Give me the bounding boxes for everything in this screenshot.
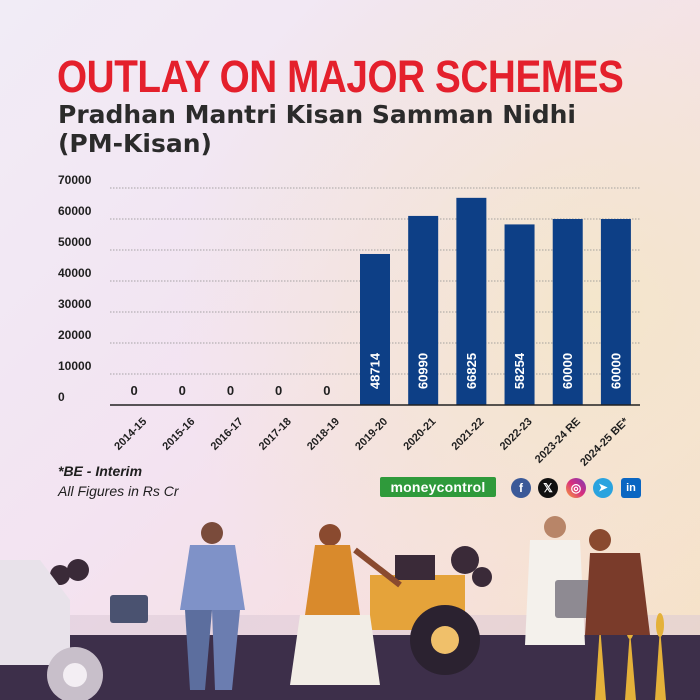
- x-tick-label: 2015-16: [160, 416, 197, 453]
- x-icon[interactable]: 𝕏: [538, 478, 558, 498]
- data-label: 0: [130, 383, 137, 398]
- data-label: 60000: [560, 353, 575, 389]
- officials-figures: [525, 516, 650, 645]
- footnote: *BE - Interim: [58, 463, 143, 479]
- x-axis-ticks: 2014-15 2015-16 2016-17 2017-18 2018-19 2019-…: [112, 415, 631, 469]
- y-tick-label: 0: [58, 390, 65, 404]
- bar-2022-23: [504, 224, 535, 405]
- data-label: 48714: [368, 352, 383, 389]
- x-tick-label: 2022-23: [498, 416, 535, 453]
- bar-2021-22: [456, 197, 487, 405]
- businessman-figure: [110, 522, 245, 690]
- moneycontrol-logo: moneycontrol: [380, 477, 496, 497]
- y-tick-label: 70000: [58, 173, 92, 187]
- y-tick-label: 40000: [58, 266, 92, 280]
- farmer-figure: [290, 524, 402, 685]
- y-axis-ticks: 0 10000 20000 30000 40000 50000 60000 70000: [58, 173, 92, 404]
- instagram-icon[interactable]: ◎: [566, 478, 586, 498]
- bar-2024-25 BE*: [600, 219, 631, 405]
- facebook-icon[interactable]: f: [511, 478, 531, 498]
- data-label: 60000: [608, 353, 623, 389]
- telegram-icon[interactable]: ➤: [593, 478, 613, 498]
- x-tick-label: 2016-17: [209, 416, 246, 453]
- x-tick-label: 2023-24 RE: [533, 416, 583, 466]
- car-icon: [0, 560, 103, 700]
- bars: 0 0 0 0 0 48714 60990 66825 58254 60000 60000: [130, 197, 631, 405]
- data-label: 0: [323, 383, 330, 398]
- linkedin-icon[interactable]: in: [621, 478, 641, 498]
- tree-icon: [451, 546, 479, 574]
- x-tick-label: 2018-19: [305, 416, 342, 453]
- bar-2019-20: [360, 253, 390, 405]
- tractor-icon: [370, 555, 480, 675]
- bar-2020-21: [408, 215, 439, 405]
- x-tick-label: 2019-20: [353, 416, 390, 453]
- units-note: All Figures in Rs Cr: [58, 483, 179, 499]
- y-tick-label: 20000: [58, 328, 92, 342]
- data-label: 0: [227, 383, 234, 398]
- y-tick-label: 30000: [58, 297, 92, 311]
- x-tick-label: 2014-15: [112, 416, 149, 453]
- data-label: 58254: [512, 352, 527, 389]
- x-tick-label: 2024-25 BE*: [578, 415, 632, 469]
- chart-title: OUTLAY ON MAJOR SCHEMES: [57, 51, 624, 102]
- chart-subtitle: Pradhan Mantri Kisan Samman Nidhi (PM-Ki…: [58, 100, 576, 158]
- data-label: 60990: [416, 353, 431, 389]
- x-tick-label: 2021-22: [450, 416, 487, 453]
- farmer-business-illustration: [0, 516, 700, 700]
- bar-2023-24 RE: [552, 219, 583, 405]
- y-tick-label: 50000: [58, 235, 92, 249]
- data-label: 66825: [464, 353, 479, 389]
- x-tick-label: 2020-21: [401, 416, 438, 453]
- data-label: 0: [275, 383, 282, 398]
- y-tick-label: 10000: [58, 359, 92, 373]
- data-label: 0: [179, 383, 186, 398]
- y-tick-label: 60000: [58, 204, 92, 218]
- x-tick-label: 2017-18: [257, 416, 294, 453]
